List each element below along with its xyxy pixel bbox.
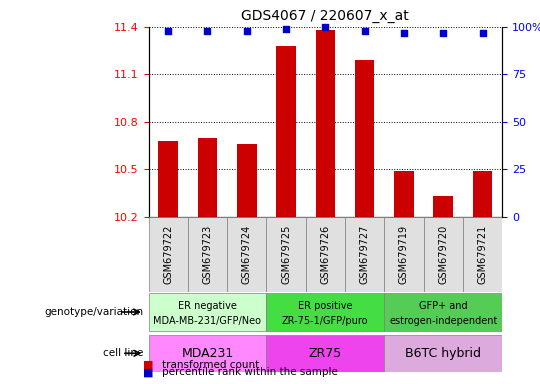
Text: ZR-75-1/GFP/puro: ZR-75-1/GFP/puro xyxy=(282,316,369,326)
Text: GSM679726: GSM679726 xyxy=(320,225,330,284)
Text: GSM679722: GSM679722 xyxy=(163,225,173,284)
FancyBboxPatch shape xyxy=(266,293,384,331)
Text: GSM679719: GSM679719 xyxy=(399,225,409,284)
FancyBboxPatch shape xyxy=(266,335,384,372)
Text: ER positive: ER positive xyxy=(298,301,353,311)
FancyBboxPatch shape xyxy=(227,217,266,292)
Point xyxy=(478,30,487,36)
Bar xyxy=(472,171,492,217)
FancyBboxPatch shape xyxy=(423,217,463,292)
Bar xyxy=(276,46,296,217)
Point xyxy=(360,28,369,34)
FancyBboxPatch shape xyxy=(188,217,227,292)
Point xyxy=(203,28,212,34)
FancyBboxPatch shape xyxy=(148,335,266,372)
Text: genotype/variation: genotype/variation xyxy=(44,307,143,317)
FancyBboxPatch shape xyxy=(148,217,188,292)
Text: cell line: cell line xyxy=(103,348,143,358)
Text: MDA231: MDA231 xyxy=(181,347,234,360)
Bar xyxy=(198,138,217,217)
Text: GSM679724: GSM679724 xyxy=(242,225,252,284)
Bar xyxy=(158,141,178,217)
Text: ■: ■ xyxy=(143,360,153,370)
Bar xyxy=(355,60,374,217)
Text: GFP+ and: GFP+ and xyxy=(419,301,468,311)
Bar xyxy=(315,30,335,217)
FancyBboxPatch shape xyxy=(384,335,502,372)
Bar xyxy=(434,196,453,217)
FancyBboxPatch shape xyxy=(266,217,306,292)
Text: GSM679721: GSM679721 xyxy=(477,225,488,284)
Bar xyxy=(237,144,256,217)
Text: GSM679727: GSM679727 xyxy=(360,225,370,284)
FancyBboxPatch shape xyxy=(463,217,502,292)
FancyBboxPatch shape xyxy=(384,293,502,331)
Text: estrogen-independent: estrogen-independent xyxy=(389,316,497,326)
Text: GSM679720: GSM679720 xyxy=(438,225,448,284)
Point xyxy=(400,30,408,36)
Title: GDS4067 / 220607_x_at: GDS4067 / 220607_x_at xyxy=(241,9,409,23)
Text: ZR75: ZR75 xyxy=(309,347,342,360)
Bar xyxy=(394,171,414,217)
Text: B6TC hybrid: B6TC hybrid xyxy=(405,347,481,360)
FancyBboxPatch shape xyxy=(148,293,266,331)
Point xyxy=(282,26,291,32)
Text: percentile rank within the sample: percentile rank within the sample xyxy=(162,367,338,377)
Text: GSM679725: GSM679725 xyxy=(281,225,291,284)
Point xyxy=(164,28,172,34)
Text: GSM679723: GSM679723 xyxy=(202,225,212,284)
Text: ■: ■ xyxy=(143,367,153,377)
FancyBboxPatch shape xyxy=(345,217,384,292)
Point xyxy=(242,28,251,34)
Text: transformed count: transformed count xyxy=(162,360,259,370)
Point xyxy=(321,24,330,30)
FancyBboxPatch shape xyxy=(384,217,423,292)
Text: MDA-MB-231/GFP/Neo: MDA-MB-231/GFP/Neo xyxy=(153,316,261,326)
Text: ER negative: ER negative xyxy=(178,301,237,311)
Point xyxy=(439,30,448,36)
FancyBboxPatch shape xyxy=(306,217,345,292)
